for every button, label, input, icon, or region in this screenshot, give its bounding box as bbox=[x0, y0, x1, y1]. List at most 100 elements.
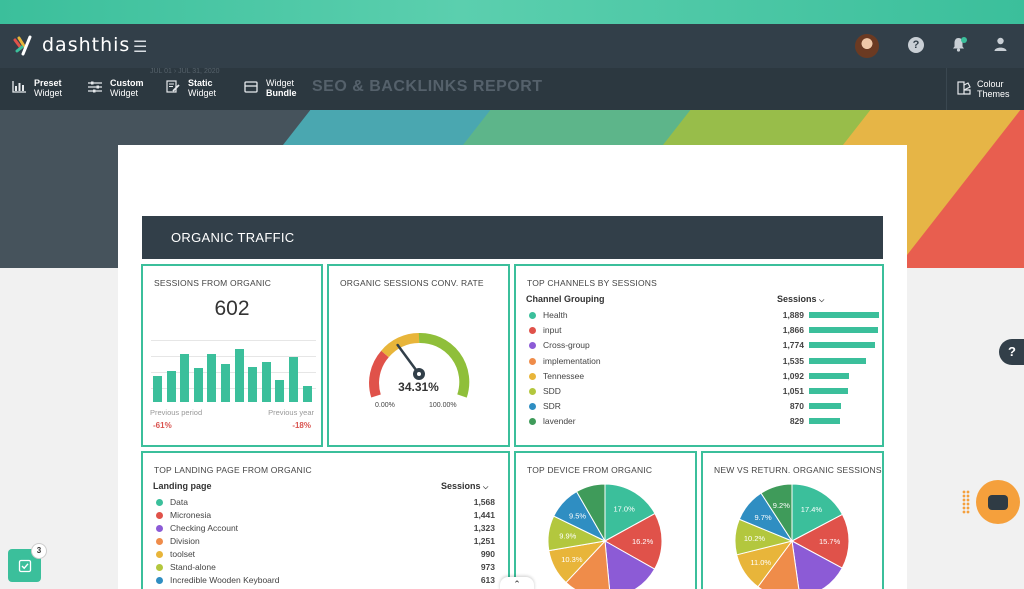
row-bar bbox=[809, 372, 850, 379]
table-row[interactable]: Checking Account 1,323 bbox=[153, 522, 503, 536]
preset-widget-button[interactable]: Preset Widget bbox=[10, 78, 62, 98]
column-header-landing-page[interactable]: Landing page bbox=[153, 481, 212, 491]
row-value: 1,535 bbox=[782, 355, 804, 366]
custom-widget-button[interactable]: Custom Widget bbox=[86, 78, 144, 98]
logo-text: dashthis bbox=[42, 34, 131, 56]
sessions-from-organic-widget[interactable]: SESSIONS FROM ORGANIC 602 Previous perio… bbox=[141, 264, 323, 447]
row-label: Micronesia bbox=[170, 510, 212, 520]
table-row[interactable]: Tennessee 1,092 bbox=[526, 370, 876, 384]
row-label: lavender bbox=[543, 416, 576, 427]
widget-bundle-button[interactable]: Widget Bundle bbox=[242, 78, 297, 98]
table-row[interactable]: implementation 1,535 bbox=[526, 355, 876, 369]
column-header-channel[interactable]: Channel Grouping bbox=[526, 294, 605, 304]
conversion-rate-value: 34.31% bbox=[398, 380, 439, 394]
widget-toolbar: Preset Widget Custom Widget Static Widget W… bbox=[0, 68, 1024, 110]
pie-slice[interactable] bbox=[604, 483, 656, 542]
sessions-bar[interactable] bbox=[248, 367, 258, 402]
account-icon[interactable] bbox=[994, 37, 1007, 54]
chevron-up-icon: ⌃ bbox=[513, 579, 521, 589]
pie-slice-label: 9.2% bbox=[773, 501, 790, 510]
row-value: 1,441 bbox=[473, 510, 495, 520]
tasks-count-badge: 3 bbox=[31, 543, 47, 559]
sessions-bar[interactable] bbox=[302, 385, 312, 402]
row-value: 829 bbox=[789, 416, 804, 427]
section-header-organic-traffic[interactable]: ORGANIC TRAFFIC bbox=[142, 216, 883, 259]
top-device-widget[interactable]: TOP DEVICE FROM ORGANIC 17.0% 16.2% 10.3% 9… bbox=[514, 451, 697, 589]
sessions-bar-chart bbox=[151, 340, 316, 402]
legend-dot bbox=[156, 564, 163, 571]
legend-dot bbox=[529, 312, 536, 319]
new-vs-return-widget[interactable]: NEW VS RETURN. ORGANIC SESSIONS 17.4% 15.… bbox=[701, 451, 884, 589]
row-label: implementation bbox=[543, 355, 601, 366]
sessions-bar[interactable] bbox=[221, 364, 230, 402]
logo[interactable]: dashthis bbox=[12, 34, 130, 56]
sessions-bar[interactable] bbox=[261, 362, 271, 402]
pie-slice-label: 10.3% bbox=[561, 555, 583, 564]
top-navbar: dashthis ☰ ? bbox=[0, 24, 1024, 68]
row-label: SDD bbox=[543, 386, 561, 396]
report-date-range[interactable]: JUL 01 › JUL 31, 2020 bbox=[150, 68, 220, 75]
chat-button[interactable] bbox=[976, 480, 1020, 524]
row-value: 973 bbox=[480, 562, 495, 572]
table-row[interactable]: Division 1,251 bbox=[153, 535, 503, 549]
table-row[interactable]: Health 1,889 bbox=[526, 309, 879, 323]
top-channels-widget[interactable]: TOP CHANNELS BY SESSIONS Channel Groupin… bbox=[514, 264, 884, 447]
sessions-bar[interactable] bbox=[207, 354, 217, 402]
table-row[interactable]: lavender 829 bbox=[526, 415, 876, 429]
widget-title: NEW VS RETURN. ORGANIC SESSIONS bbox=[714, 465, 882, 475]
pie-slice[interactable] bbox=[575, 483, 606, 543]
legend-dot bbox=[529, 388, 536, 395]
help-fab-button[interactable]: ? bbox=[999, 339, 1024, 365]
table-row[interactable]: toolset 990 bbox=[153, 548, 503, 562]
row-label: Stand-alone bbox=[170, 562, 216, 572]
pie-slice[interactable] bbox=[791, 540, 843, 589]
user-avatar[interactable] bbox=[855, 34, 879, 58]
drag-handle-icon[interactable] bbox=[962, 490, 970, 514]
row-label: Division bbox=[170, 536, 200, 546]
dashthis-logo-icon bbox=[13, 35, 32, 56]
legend-dot bbox=[156, 577, 163, 584]
table-row[interactable]: Data 1,568 bbox=[153, 496, 503, 510]
pie-slice-label: 17.4% bbox=[801, 505, 823, 514]
report-title[interactable]: SEO & BACKLINKS REPORT bbox=[312, 78, 543, 95]
table-row[interactable]: SDR 870 bbox=[526, 400, 876, 414]
sessions-bar[interactable] bbox=[234, 349, 244, 402]
table-row[interactable]: Cross-group 1,774 bbox=[526, 339, 876, 353]
table-row[interactable]: SDD 1,051 bbox=[526, 385, 876, 399]
scroll-up-button[interactable]: ⌃ bbox=[500, 577, 534, 589]
static-widget-button[interactable]: Static Widget bbox=[164, 78, 216, 98]
previous-year-label: Previous year bbox=[268, 408, 314, 417]
row-bar bbox=[809, 327, 879, 334]
table-row[interactable]: Micronesia 1,441 bbox=[153, 509, 503, 523]
row-label: Data bbox=[170, 497, 188, 507]
row-label: Health bbox=[543, 310, 568, 320]
organic-conv-rate-widget[interactable]: ORGANIC SESSIONS CONV. RATE 34.31% 0.00%… bbox=[327, 264, 510, 447]
gauge-needle bbox=[396, 343, 421, 376]
pie-slice[interactable] bbox=[603, 512, 663, 570]
help-icon[interactable]: ? bbox=[908, 37, 924, 53]
sessions-bar[interactable] bbox=[275, 379, 285, 402]
column-header-sessions[interactable]: Sessions ⌵ bbox=[441, 481, 489, 491]
pie-slice-label: 16.2% bbox=[632, 537, 654, 546]
table-row[interactable]: input 1,866 bbox=[526, 324, 879, 338]
sessions-bar[interactable] bbox=[153, 375, 162, 402]
table-row[interactable]: Incredible Wooden Keyboard 613 bbox=[153, 574, 503, 588]
legend-dot bbox=[156, 525, 163, 532]
sessions-bar[interactable] bbox=[166, 371, 176, 402]
pie-slice[interactable] bbox=[760, 483, 793, 543]
sessions-bar[interactable] bbox=[180, 353, 190, 402]
checklist-icon bbox=[18, 559, 31, 572]
pie-slice[interactable] bbox=[791, 483, 844, 542]
row-value: 1,774 bbox=[782, 340, 804, 351]
colour-themes-button[interactable]: Colour Themes bbox=[946, 68, 1024, 110]
hamburger-menu-icon[interactable]: ☰ bbox=[133, 39, 148, 56]
pie-slice[interactable] bbox=[790, 513, 850, 569]
top-landing-page-widget[interactable]: TOP LANDING PAGE FROM ORGANIC Landing pa… bbox=[141, 451, 510, 589]
sessions-bar[interactable] bbox=[289, 356, 298, 402]
column-header-sessions[interactable]: Sessions ⌵ bbox=[777, 294, 825, 304]
legend-dot bbox=[529, 327, 536, 335]
tasks-button[interactable] bbox=[8, 549, 41, 582]
sessions-bar[interactable] bbox=[193, 367, 203, 402]
row-label: Incredible Wooden Keyboard bbox=[170, 575, 280, 585]
table-row[interactable]: Stand-alone 973 bbox=[153, 561, 503, 575]
